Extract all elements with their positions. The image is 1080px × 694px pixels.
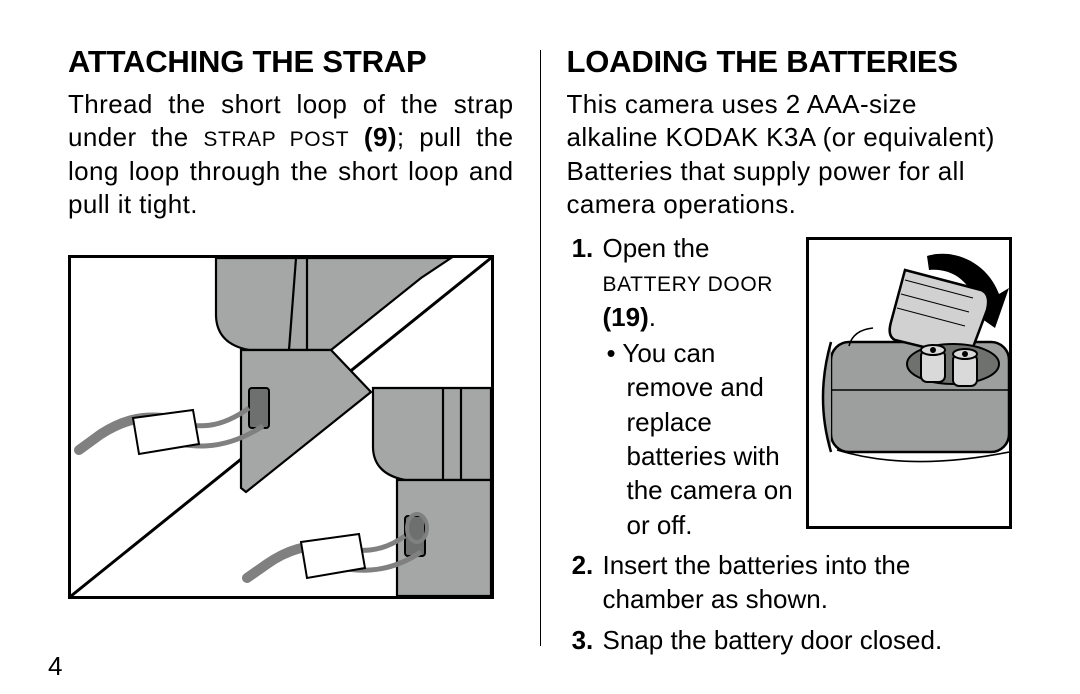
column-divider [540, 50, 541, 646]
manual-page: ATTACHING THE STRAP Thread the short loo… [0, 0, 1080, 694]
right-column: LOADING THE BATTERIES This camera uses 2… [547, 40, 1033, 674]
left-column: ATTACHING THE STRAP Thread the short loo… [48, 40, 534, 674]
heading-attaching-strap: ATTACHING THE STRAP [68, 44, 514, 80]
figure-battery [806, 237, 1012, 529]
battery-door-ref: (19) [603, 302, 649, 332]
page-number: 4 [48, 651, 62, 682]
step1-post: . [649, 302, 656, 332]
step-3: Snap the battery door closed. [601, 623, 1013, 657]
step1-pre: Open the [603, 233, 710, 263]
batteries-intro: This camera uses 2 AAA-size alkaline KOD… [567, 88, 1013, 221]
battery-door-label: BATTERY DOOR [603, 273, 774, 296]
figure-strap [68, 255, 494, 599]
step-2: Insert the batteries into the chamber as… [601, 548, 1013, 617]
strap-body-text: Thread the short loop of the strap under… [68, 88, 514, 221]
strap-post-label: STRAP POST [203, 128, 349, 151]
heading-loading-batteries: LOADING THE BATTERIES [567, 44, 1013, 80]
strap-post-ref: (9) [349, 122, 397, 152]
